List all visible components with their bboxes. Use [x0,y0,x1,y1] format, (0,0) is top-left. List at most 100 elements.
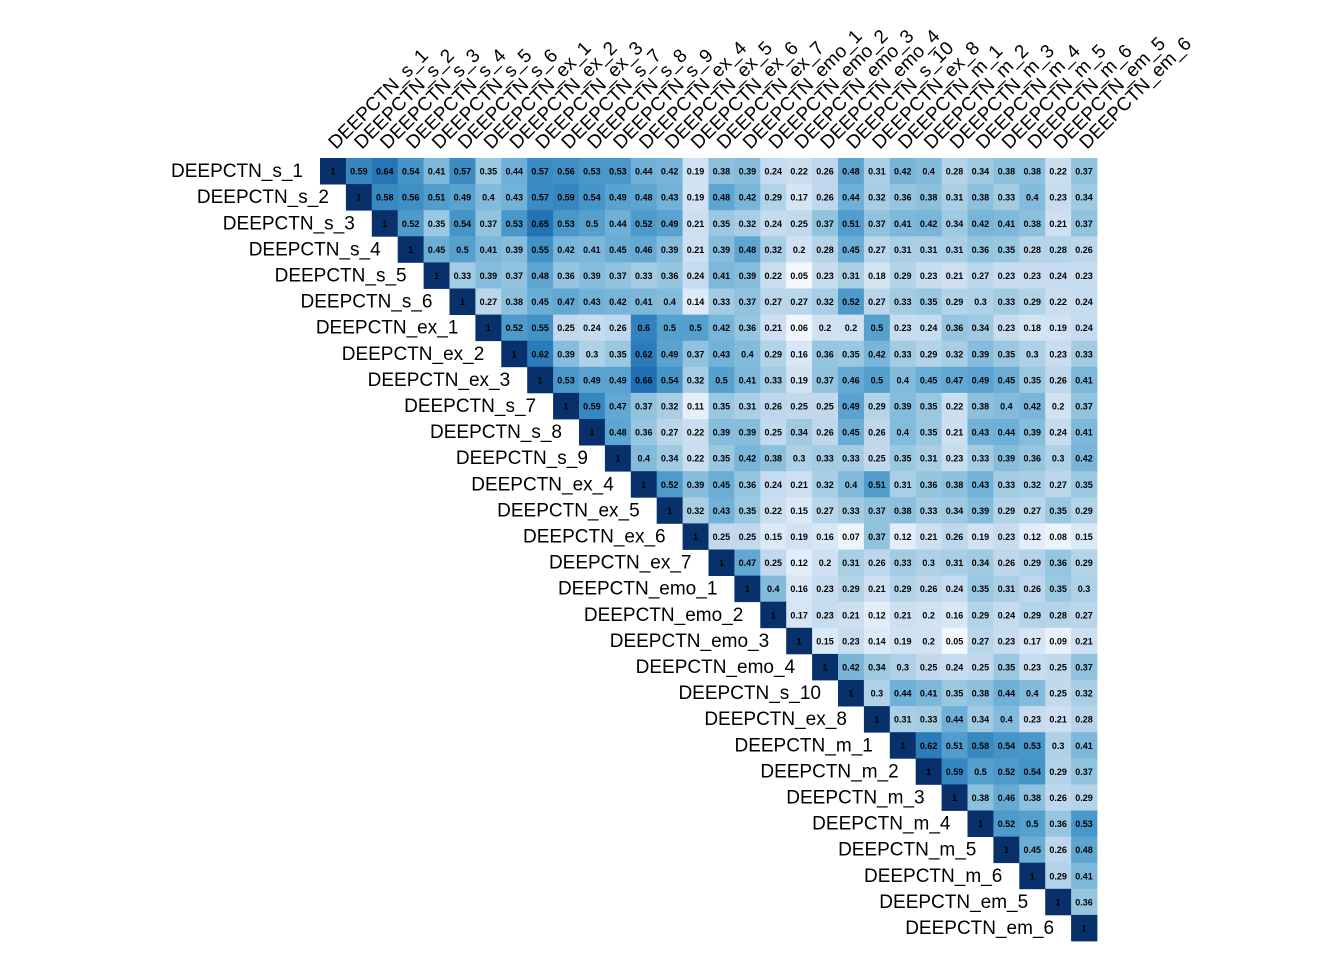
cell-value-label: 0.33 [998,297,1016,307]
cell-value-label: 0.5 [871,375,884,385]
cell-value-label: 0.62 [920,741,938,751]
cell-value-label: 0.25 [790,401,808,411]
cell-value-label: 0.26 [1075,245,1093,255]
cell-value-label: 0.29 [764,193,782,203]
heatmap-cell [1071,706,1098,733]
heatmap-cell [1071,497,1098,524]
cell-value-label: 0.17 [790,610,808,620]
cell-value-label: 0.23 [920,271,938,281]
heatmap-cell [501,288,528,315]
heatmap-cell [475,288,502,315]
heatmap-cell [630,471,658,498]
cell-value-label: 0.5 [871,323,884,333]
cell-value-label: 0.21 [790,480,808,490]
heatmap-cell [345,184,373,211]
heatmap-cell [449,262,476,289]
cell-value-label: 0.33 [998,193,1016,203]
cell-value-label: 0.56 [402,193,420,203]
heatmap-cell [682,445,709,472]
heatmap-cell [967,184,994,211]
heatmap-cell [1071,210,1098,237]
cell-value-label: 0.53 [557,219,575,229]
heatmap-cell [889,158,917,185]
heatmap-cell [682,262,709,289]
heatmap-cell [863,706,891,733]
heatmap-cell [1045,575,1072,603]
cell-value-label: 0.29 [764,349,782,359]
heatmap-cell [812,314,839,342]
cell-value-label: 0.25 [1049,689,1067,699]
cell-value-label: 0.37 [868,506,886,516]
heatmap-cell [915,445,942,472]
cell-value-label: 0.34 [790,428,808,438]
heatmap-cell [682,471,709,498]
heatmap-cell [527,184,554,211]
heatmap-cell [838,340,865,368]
cell-value-label: 0.45 [842,245,860,255]
cell-value-label: 0.29 [842,584,860,594]
heatmap-cell [1045,210,1072,237]
row-label: DEEPCTN_s_10 [678,683,821,704]
heatmap-cell [863,680,891,707]
cell-value-label: 1 [1030,871,1035,881]
cell-value-label: 0.34 [1075,193,1093,203]
heatmap-cell [1019,575,1046,603]
cell-value-label: 0.42 [661,167,679,177]
cell-value-label: 0.33 [816,454,834,464]
heatmap-cell [734,236,761,263]
row-label: DEEPCTN_s_4 [249,239,381,260]
heatmap-cell [630,262,658,289]
heatmap-cell [708,419,735,446]
heatmap-cell [993,706,1020,733]
heatmap-cell [915,262,942,289]
cell-value-label: 0.26 [816,193,834,203]
heatmap-cell [967,419,994,446]
cell-value-label: 0.45 [842,428,860,438]
heatmap-cell [1071,314,1098,342]
cell-value-label: 0.21 [946,428,964,438]
cell-value-label: 0.26 [1049,793,1067,803]
cell-value-label: 0.39 [557,349,575,359]
row-label: DEEPCTN_s_2 [197,187,329,208]
heatmap-cell [449,158,476,185]
row-label: DEEPCTN_s_7 [404,396,536,417]
heatmap-cell [967,445,994,472]
heatmap-cell [889,732,917,759]
cell-value-label: 0.4 [922,167,935,177]
heatmap-cell [889,706,917,733]
heatmap-cell [656,210,683,237]
heatmap-cell [501,340,528,368]
cell-value-label: 0.25 [972,662,990,672]
cell-value-label: 0.39 [661,245,679,255]
heatmap-cell [475,314,502,342]
cell-value-label: 0.31 [920,454,938,464]
cell-value-label: 0.25 [764,428,782,438]
heatmap-cell [993,732,1020,759]
cell-value-label: 0.37 [739,297,757,307]
cell-value-label: 0.35 [946,689,964,699]
cell-value-label: 0.21 [946,271,964,281]
cell-value-label: 0.41 [713,271,731,281]
heatmap-cell [812,523,839,550]
cell-value-label: 0.48 [713,193,731,203]
heatmap-cell [1019,862,1046,890]
cell-value-label: 0.22 [790,167,808,177]
cell-value-label: 0.48 [842,167,860,177]
cell-value-label: 1 [589,428,594,438]
heatmap-cell [1045,184,1072,211]
cell-value-label: 0.25 [1049,662,1067,672]
heatmap-cell [760,158,787,185]
heatmap-cell [941,314,968,342]
heatmap-cell [863,653,891,681]
heatmap-cell [967,627,994,655]
heatmap-cell [889,497,917,524]
heatmap-cell [915,706,942,733]
cell-value-label: 0.36 [1023,454,1041,464]
heatmap-cell [1019,236,1046,263]
heatmap-cell [760,445,787,472]
heatmap-cell [863,340,891,368]
heatmap-cell [708,184,735,211]
heatmap-cell [345,158,373,185]
cell-value-label: 0.3 [922,558,935,568]
cell-value-label: 0.26 [868,428,886,438]
